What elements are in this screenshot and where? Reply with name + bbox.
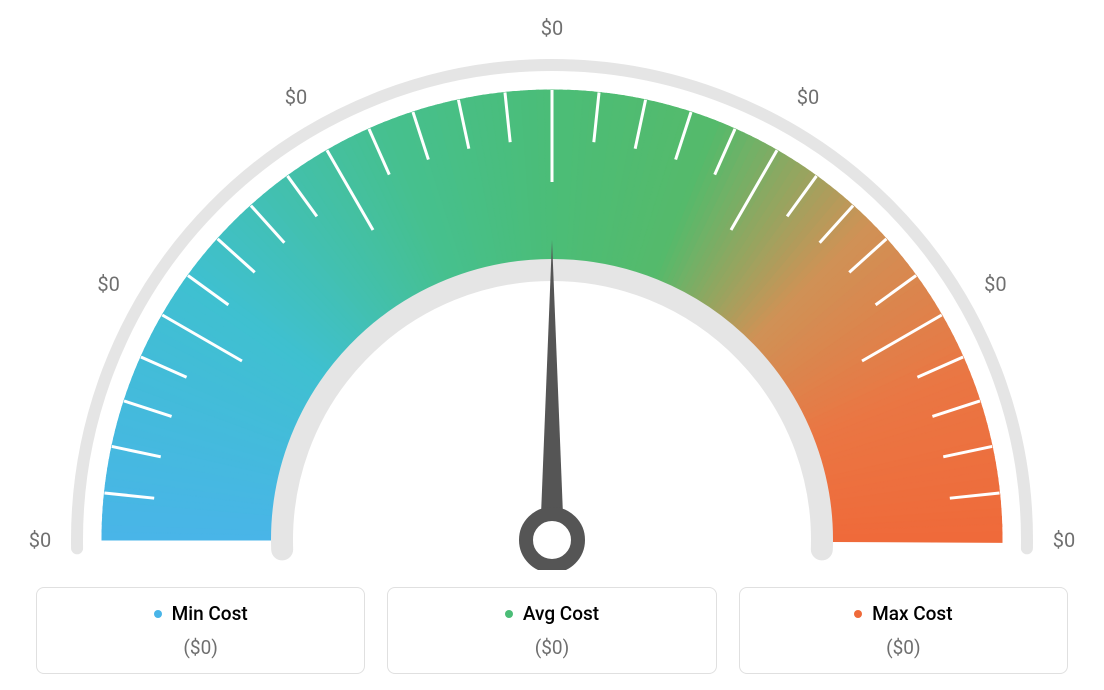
legend-label-min: Min Cost <box>172 602 248 625</box>
gauge-tick-label: $0 <box>1053 528 1075 552</box>
legend-title-min: Min Cost <box>37 600 364 628</box>
legend-row: Min Cost ($0) Avg Cost ($0) Max Cost ($0… <box>0 587 1104 674</box>
legend-dot-avg <box>505 610 513 618</box>
legend-card-min: Min Cost ($0) <box>36 587 365 674</box>
gauge-tick-label: $0 <box>984 272 1006 296</box>
legend-dot-max <box>854 610 862 618</box>
legend-label-avg: Avg Cost <box>523 602 599 625</box>
legend-title-avg: Avg Cost <box>388 600 715 628</box>
gauge-svg <box>0 10 1104 570</box>
legend-card-max: Max Cost ($0) <box>739 587 1068 674</box>
gauge-tick-label: $0 <box>285 85 307 109</box>
legend-value-min: ($0) <box>37 636 364 659</box>
gauge-tick-label: $0 <box>97 272 119 296</box>
legend-card-avg: Avg Cost ($0) <box>387 587 716 674</box>
cost-gauge: $0 $0 $0 $0 $0 $0 $0 <box>0 0 1104 560</box>
legend-title-max: Max Cost <box>740 600 1067 628</box>
legend-dot-min <box>154 610 162 618</box>
gauge-tick-label: $0 <box>29 528 51 552</box>
legend-value-avg: ($0) <box>388 636 715 659</box>
gauge-tick-label: $0 <box>541 16 563 40</box>
gauge-tick-label: $0 <box>797 85 819 109</box>
legend-label-max: Max Cost <box>872 602 952 625</box>
legend-value-max: ($0) <box>740 636 1067 659</box>
